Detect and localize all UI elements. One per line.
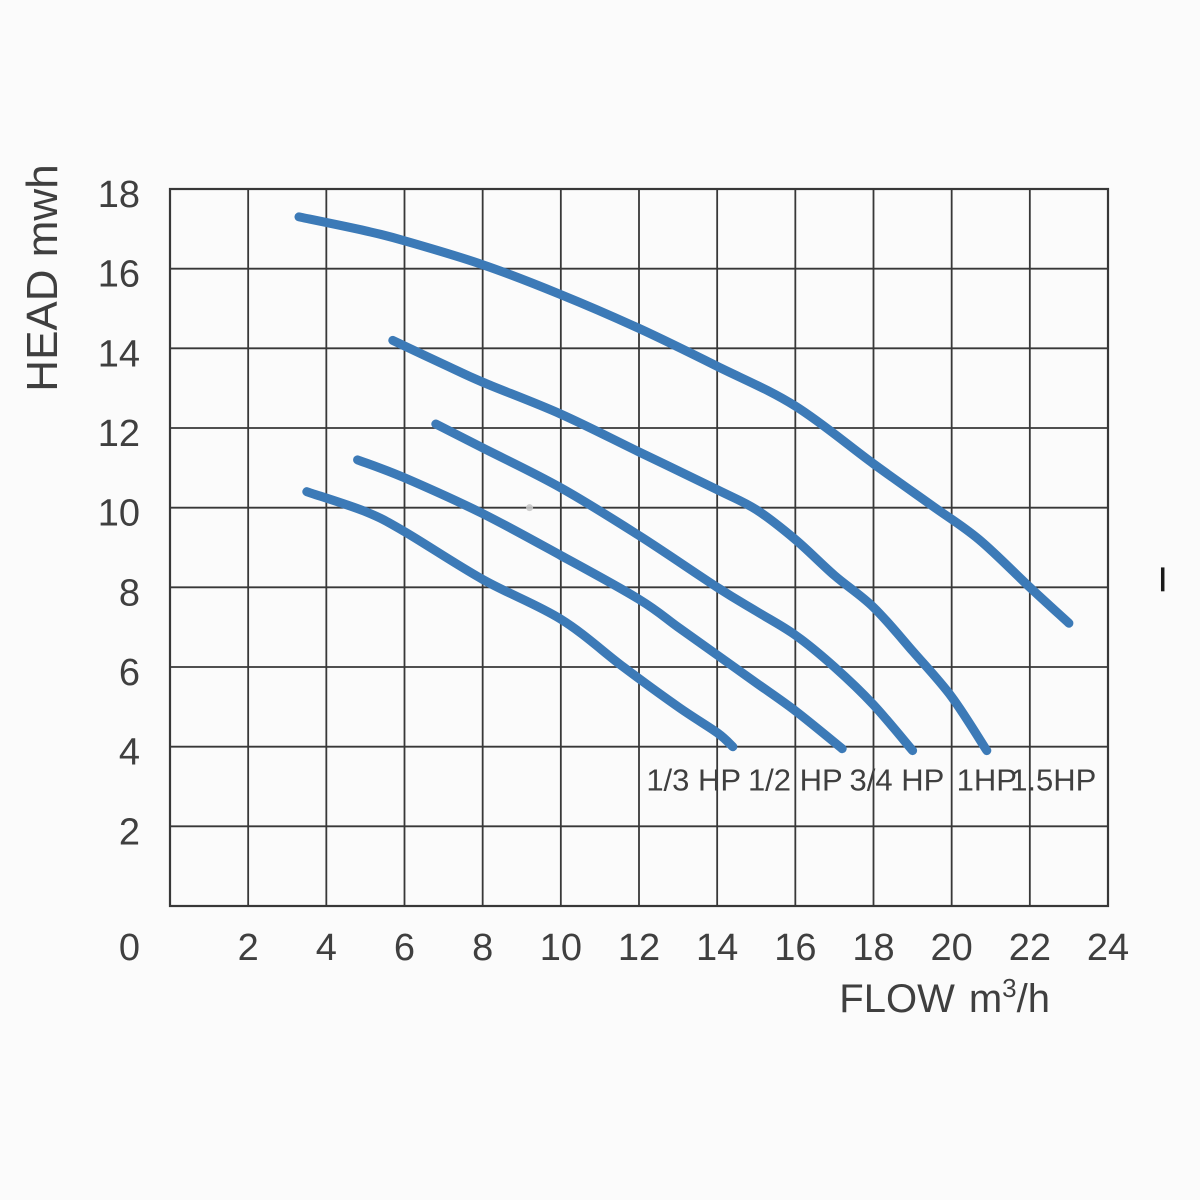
x-tick-label: 16 (774, 927, 816, 969)
y-tick-label: 2 (119, 811, 140, 853)
curve-1hp (388, 335, 992, 756)
curve-label-3-4-hp: 3/4 HP (850, 762, 945, 797)
y-tick-label: 16 (98, 254, 140, 296)
curve-label-1-3-hp: 1/3 HP (646, 762, 741, 797)
x-tick-label: 20 (931, 927, 973, 969)
y-tick-label: 8 (119, 572, 140, 614)
y-axis-title: HEAD mwh (18, 164, 67, 391)
y-axis-tick-labels: 2 4 6 8 10 12 14 16 18 (98, 174, 140, 853)
watermark-dot (526, 504, 534, 512)
x-axis-title: FLOW m3/h (839, 973, 1050, 1021)
curve-label-1-2-hp: 1/2 HP (748, 762, 843, 797)
x-tick-label: 12 (618, 927, 660, 969)
curve-1-3-hp (302, 487, 738, 752)
origin-tick-label: 0 (119, 927, 140, 969)
curve-label-1hp: 1HP (957, 762, 1017, 797)
plot-border (168, 187, 1110, 908)
x-tick-label: 8 (472, 927, 493, 969)
y-tick-label: 14 (98, 333, 140, 375)
x-tick-label: 22 (1009, 927, 1051, 969)
x-tick-label: 2 (238, 927, 259, 969)
x-axis-tick-labels: 2 4 6 8 10 12 14 16 18 20 22 24 (238, 927, 1130, 969)
x-tick-label: 14 (696, 927, 738, 969)
y-tick-label: 6 (119, 652, 140, 694)
curve-1-2-hp (353, 455, 847, 754)
curve-3-4-hp (431, 419, 918, 756)
curve-label-1.5hp: 1.5HP (1010, 762, 1096, 797)
y-tick-label: 18 (98, 174, 140, 216)
y-tick-label: 10 (98, 493, 140, 535)
x-tick-label: 4 (316, 927, 337, 969)
x-tick-label: 24 (1087, 927, 1129, 969)
pump-curves (294, 212, 1074, 756)
y-tick-label: 4 (119, 732, 140, 774)
curve-1.5hp (294, 212, 1074, 628)
y-tick-label: 12 (98, 413, 140, 455)
x-tick-label: 6 (394, 927, 415, 969)
grid-lines (170, 189, 1108, 906)
x-tick-label: 18 (852, 927, 894, 969)
x-tick-label: 10 (540, 927, 582, 969)
